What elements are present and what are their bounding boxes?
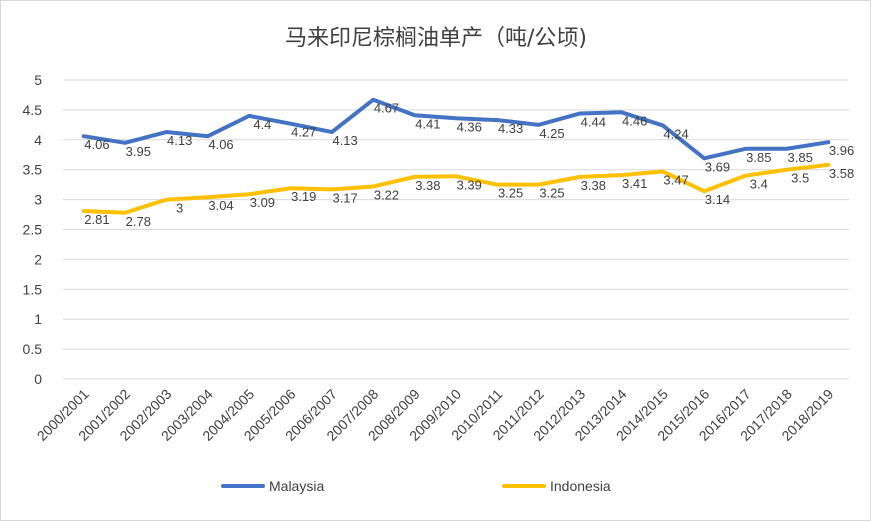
data-label-indonesia: 3.39 [457, 177, 482, 192]
y-tick-label: 5 [34, 72, 42, 88]
data-label-indonesia: 3.38 [581, 178, 606, 193]
data-label-malaysia: 4.67 [374, 101, 399, 116]
data-label-indonesia: 3.09 [250, 195, 275, 210]
data-label-malaysia: 4.13 [167, 133, 192, 148]
data-label-malaysia: 4.41 [415, 116, 440, 131]
data-label-malaysia: 4.06 [84, 137, 109, 152]
data-label-indonesia: 3.38 [415, 178, 440, 193]
data-label-malaysia: 3.85 [788, 150, 813, 165]
data-label-indonesia: 3.4 [750, 177, 768, 192]
data-label-indonesia: 2.81 [84, 212, 109, 227]
data-label-malaysia: 4.13 [332, 133, 357, 148]
data-label-indonesia: 3.14 [705, 192, 730, 207]
data-label-malaysia: 4.36 [457, 119, 482, 134]
data-label-malaysia: 4.25 [539, 126, 564, 141]
y-tick-label: 2 [34, 251, 42, 267]
y-axis-ticks: 0 0.5 1 1.5 2 2.5 3 3.5 4 4.5 5 [23, 72, 43, 387]
data-label-malaysia: 4.33 [498, 121, 523, 136]
data-label-indonesia: 3.47 [663, 172, 688, 187]
data-labels: 4.06 3.95 4.13 4.06 4.4 4.27 4.13 4.67 4.41 4.36 4… [84, 101, 854, 229]
y-tick-label: 4.5 [23, 102, 43, 118]
data-label-indonesia: 2.78 [126, 214, 151, 229]
y-tick-label: 0.5 [23, 341, 43, 357]
y-tick-label: 1 [34, 311, 42, 327]
data-label-malaysia: 4.46 [622, 113, 647, 128]
data-label-malaysia: 4.24 [663, 126, 688, 141]
y-tick-label: 3.5 [23, 162, 43, 178]
legend: Malaysia Indonesia [221, 478, 611, 494]
data-label-indonesia: 3.19 [291, 189, 316, 204]
data-label-malaysia: 4.44 [581, 114, 606, 129]
series-lines [81, 97, 831, 215]
data-label-indonesia: 3.17 [332, 190, 357, 205]
series-line-malaysia [81, 97, 831, 161]
series-line-indonesia [81, 162, 831, 215]
x-axis-ticks: 2000/20012001/20022002/20032003/20042004… [34, 386, 837, 444]
data-label-malaysia: 4.4 [253, 117, 271, 132]
chart-title: 马来印尼棕榈油单产（吨/公顷) [285, 26, 587, 51]
data-label-indonesia: 3.25 [539, 186, 564, 201]
legend-label-malaysia: Malaysia [269, 478, 324, 494]
data-label-malaysia: 3.85 [746, 150, 771, 165]
y-tick-label: 2.5 [23, 222, 43, 238]
data-label-indonesia: 3 [176, 201, 183, 216]
legend-label-indonesia: Indonesia [550, 478, 611, 494]
data-label-malaysia: 4.06 [208, 137, 233, 152]
data-label-indonesia: 3.58 [829, 166, 854, 181]
data-label-malaysia: 3.69 [705, 159, 730, 174]
data-label-indonesia: 3.04 [208, 198, 233, 213]
y-tick-label: 1.5 [23, 281, 43, 297]
y-tick-label: 0 [34, 371, 42, 387]
data-label-malaysia: 3.96 [829, 143, 854, 158]
y-tick-label: 4 [34, 132, 42, 148]
data-label-indonesia: 3.25 [498, 186, 523, 201]
y-tick-label: 3 [34, 192, 42, 208]
data-label-malaysia: 3.95 [126, 144, 151, 159]
data-label-malaysia: 4.27 [291, 125, 316, 140]
data-label-indonesia: 3.5 [791, 171, 809, 186]
data-label-indonesia: 3.22 [374, 187, 399, 202]
data-label-indonesia: 3.41 [622, 176, 647, 191]
